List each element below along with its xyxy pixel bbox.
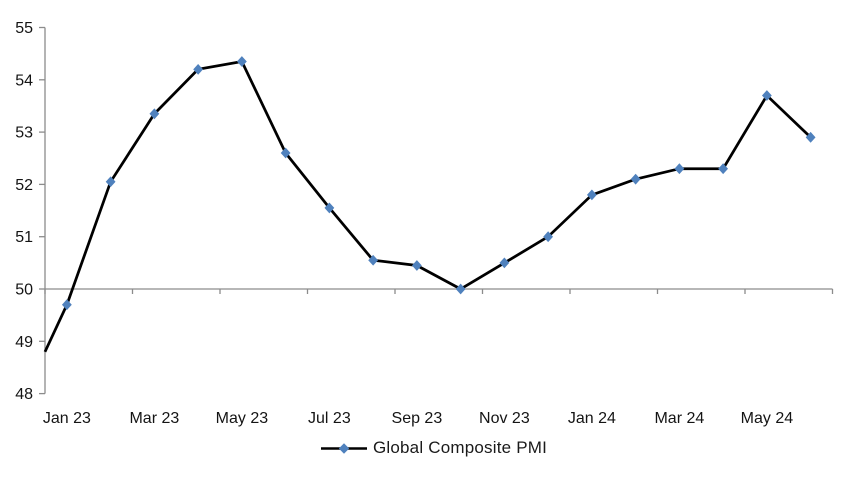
data-point-marker [805,131,816,143]
y-tick-label: 48 [15,386,33,403]
y-tick-label: 50 [15,282,33,299]
data-point-marker [718,163,729,175]
x-tick-label: Sep 23 [392,410,443,427]
global-composite-pmi-chart: 48 49 50 51 52 53 54 55 Jan 23 Mar 23 May 23 Jul 2… [15,20,834,427]
data-point-marker [149,108,160,120]
data-point-marker [236,56,247,67]
x-tick-label: Nov 23 [479,410,530,427]
x-tick-label: Jan 23 [43,410,91,427]
data-point-marker [193,63,204,75]
pmi-line [43,59,812,353]
data-point-marker [761,90,772,101]
data-point-marker [280,147,291,159]
pmi-line-series [43,56,816,353]
y-tick-label: 51 [15,229,33,246]
baseline-50-axis [44,288,834,294]
y-tick-label: 54 [15,72,33,89]
legend-line-diamond-icon [320,442,367,454]
y-tick-label: 52 [15,177,33,194]
y-tick-label: 55 [15,20,33,37]
data-point-marker [630,173,641,185]
y-axis-labels: 48 49 50 51 52 53 54 55 [15,20,33,403]
data-point-marker [324,202,335,214]
y-tick-label: 53 [15,125,33,142]
data-point-marker [674,163,685,175]
x-tick-label: May 24 [741,410,794,427]
x-axis-labels: Jan 23 Mar 23 May 23 Jul 23 Sep 23 Nov 23 Jan … [43,410,793,427]
data-point-marker [586,189,597,201]
x-tick-label: Mar 24 [654,410,704,427]
data-point-marker [368,254,379,266]
x-tick-label: Mar 23 [129,410,179,427]
data-point-marker [61,299,72,311]
data-point-marker [499,257,510,269]
data-point-marker [455,283,466,295]
data-point-marker [543,231,554,243]
x-tick-label: Jul 23 [308,410,351,427]
x-tick-label: Jan 24 [568,410,616,427]
x-tick-label: May 23 [216,410,269,427]
chart-legend: Global Composite PMI [8,438,852,458]
data-point-marker [411,260,422,271]
legend-label: Global Composite PMI [372,438,548,457]
y-tick-label: 49 [15,334,33,351]
data-point-marker [105,176,116,188]
y-axis [39,26,46,395]
